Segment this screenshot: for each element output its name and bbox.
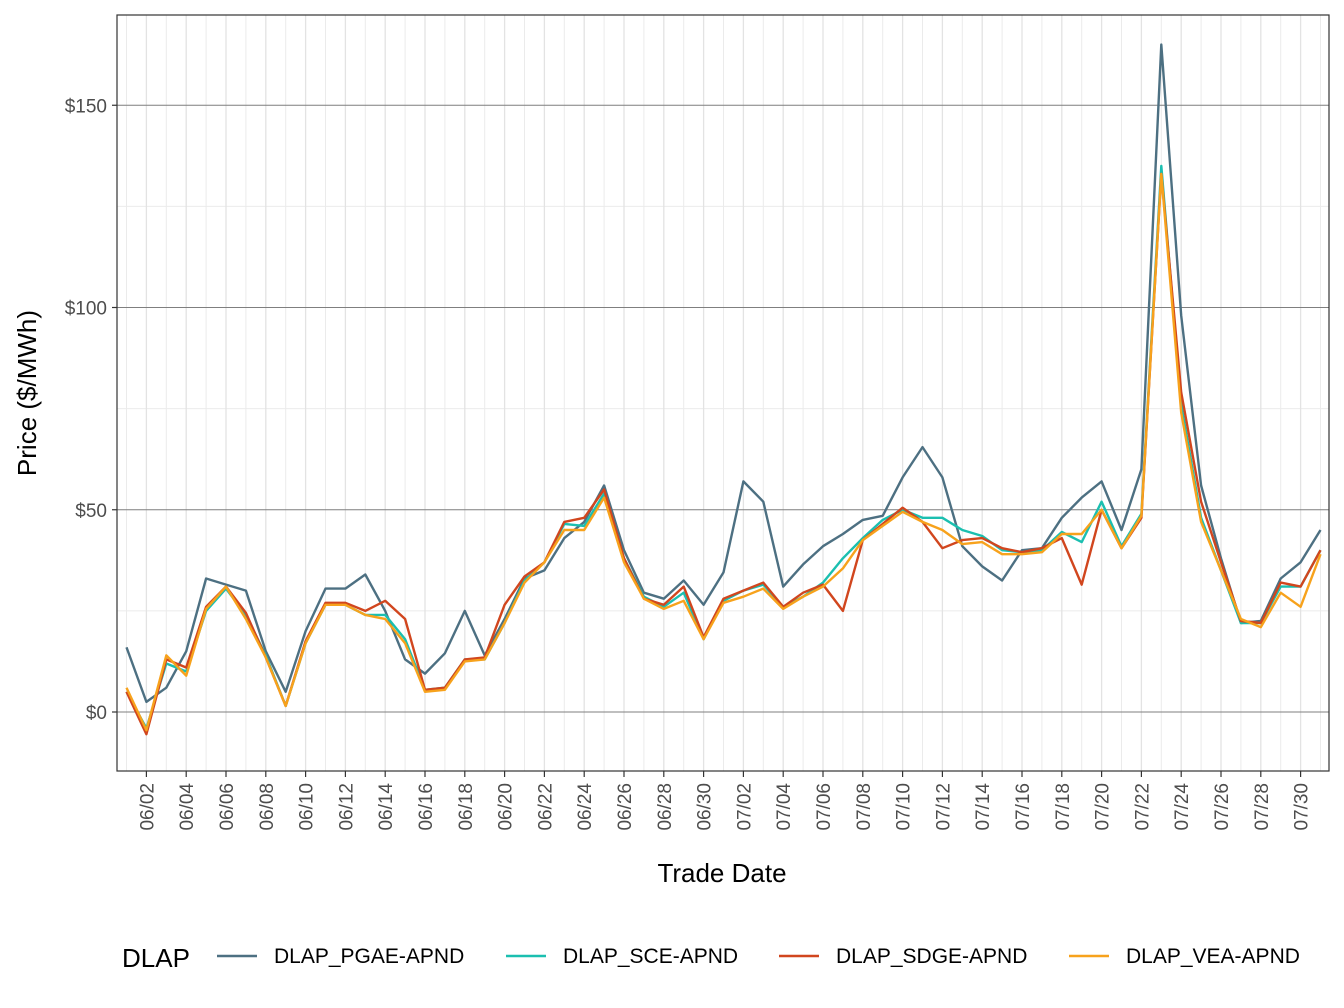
x-tick-label: 06/18: [456, 783, 477, 831]
legend-item: DLAP_SCE-APND: [506, 945, 738, 968]
x-tick-label: 06/02: [137, 783, 158, 831]
y-tick-label: $0: [86, 703, 107, 724]
y-tick-label: $50: [75, 501, 107, 522]
legend-label: DLAP_SDGE-APND: [836, 945, 1027, 968]
x-tick-label: 06/22: [535, 783, 556, 831]
legend-item: DLAP_VEA-APND: [1069, 945, 1300, 968]
x-tick-label: 06/10: [297, 783, 318, 831]
x-tick-label: 06/08: [257, 783, 278, 831]
x-tick-label: 06/16: [416, 783, 437, 831]
x-tick-label: 07/08: [854, 783, 875, 831]
x-tick-label: 07/06: [814, 783, 835, 831]
x-tick-label: 07/16: [1013, 783, 1034, 831]
x-tick-label: 06/30: [695, 783, 716, 831]
legend-label: DLAP_SCE-APND: [563, 945, 738, 968]
y-tick-label: $100: [65, 299, 107, 320]
x-tick-label: 07/24: [1172, 783, 1193, 831]
x-tick-label: 07/22: [1132, 783, 1153, 831]
legend-item: DLAP_SDGE-APND: [779, 945, 1027, 968]
x-tick-label: 06/14: [376, 783, 397, 831]
ticks-layer: $0 $50 $100 $150 06/02 06/04 06/06 06/08 06/10 06…: [65, 96, 1313, 830]
legend: DLAP DLAP_PGAE-APND DLAP_SCE-APND DLAP_SDG…: [122, 943, 1300, 973]
legend-label: DLAP_VEA-APND: [1126, 945, 1300, 968]
x-tick-label: 06/24: [575, 783, 596, 831]
x-axis-title: Trade Date: [657, 858, 786, 888]
x-tick-label: 07/30: [1292, 783, 1313, 831]
series-layer: [125, 43, 1322, 736]
x-tick-label: 07/26: [1212, 783, 1233, 831]
x-tick-label: 07/12: [933, 783, 954, 831]
x-tick-label: 07/10: [894, 783, 915, 831]
x-tick-label: 07/20: [1093, 783, 1114, 831]
legend-item: DLAP_PGAE-APND: [217, 945, 464, 968]
legend-label: DLAP_PGAE-APND: [274, 945, 464, 968]
x-tick-label: 06/04: [177, 783, 198, 831]
x-tick-label: 07/28: [1252, 783, 1273, 831]
x-tick-label: 07/18: [1053, 783, 1074, 831]
series-line-dlap_pgae-apnd: [125, 43, 1322, 704]
x-tick-label: 06/26: [615, 783, 636, 831]
x-tick-label: 07/04: [774, 783, 795, 831]
x-tick-label: 07/14: [973, 783, 994, 831]
x-tick-label: 06/06: [217, 783, 238, 831]
legend-title: DLAP: [122, 943, 190, 973]
y-tick-label: $150: [65, 96, 107, 117]
x-tick-label: 07/02: [734, 783, 755, 831]
panel-border: [116, 14, 1330, 772]
x-tick-label: 06/28: [655, 783, 676, 831]
series-line-dlap_vea-apnd: [125, 172, 1322, 732]
y-axis-title: Price ($/MWh): [12, 310, 42, 476]
x-tick-label: 06/20: [496, 783, 517, 831]
x-tick-label: 06/12: [336, 783, 357, 831]
